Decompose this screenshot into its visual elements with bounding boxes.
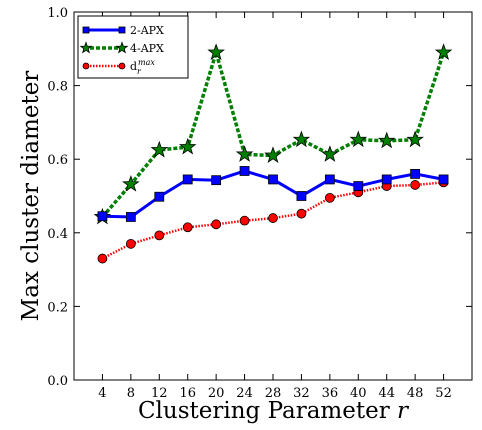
- data-point: [438, 174, 449, 185]
- data-point: [154, 230, 165, 241]
- x-axis-label-variable: r: [397, 398, 410, 424]
- series-1: [97, 166, 449, 222]
- legend-swatch-marker: [115, 41, 129, 54]
- legend-swatch-marker: [118, 26, 126, 34]
- data-point: [182, 222, 193, 233]
- data-point: [434, 43, 453, 60]
- data-point: [353, 181, 364, 191]
- legend-swatch-marker: [82, 62, 90, 70]
- x-tick-label: 4: [98, 386, 106, 401]
- y-tick-label: 0.8: [47, 80, 68, 95]
- data-point: [125, 212, 136, 222]
- legend-label: 2-APX: [130, 24, 164, 37]
- data-point: [410, 169, 421, 179]
- data-point: [377, 131, 396, 149]
- x-tick-label: 12: [151, 386, 168, 401]
- series-3: [97, 177, 449, 264]
- x-tick-label: 52: [435, 386, 452, 401]
- data-point: [182, 174, 193, 185]
- y-tick-label: 0.4: [47, 227, 68, 242]
- y-tick-label: 0.6: [47, 153, 68, 168]
- x-tick-label: 32: [293, 386, 310, 401]
- x-tick-label: 36: [322, 386, 339, 401]
- legend-label-subscript: r: [137, 67, 142, 76]
- data-point: [125, 238, 136, 249]
- x-tick-label: 8: [127, 386, 135, 401]
- x-tick-label: 44: [378, 386, 395, 401]
- legend-label: 4-APX: [130, 42, 164, 55]
- data-point: [97, 211, 108, 222]
- legend-item: 4-APX: [79, 41, 164, 55]
- y-tick-label: 0.0: [47, 374, 68, 389]
- legend-swatch-marker: [82, 26, 90, 34]
- data-point: [381, 174, 392, 185]
- data-point: [324, 174, 335, 185]
- data-point: [154, 191, 165, 202]
- axis-ticks: 4 8 12 16 20 24 28 32 36 40 44 48 520.00.20.40.60.81…: [47, 6, 472, 401]
- x-tick-label: 16: [179, 386, 196, 401]
- legend-swatch-marker: [79, 41, 93, 54]
- data-point: [207, 43, 225, 60]
- data-point: [150, 140, 169, 158]
- x-tick-label: 20: [208, 386, 225, 401]
- y-tick-label: 1.0: [47, 6, 68, 21]
- data-point: [211, 175, 222, 186]
- data-point: [97, 253, 108, 264]
- x-tick-label: 24: [236, 386, 253, 401]
- data-point: [296, 191, 307, 201]
- data-point: [178, 137, 197, 155]
- x-axis-label: Clustering Parameter r: [138, 398, 410, 424]
- data-point: [349, 130, 368, 148]
- data-point: [235, 145, 254, 162]
- x-tick-label: 28: [265, 386, 282, 401]
- data-point: [324, 192, 335, 203]
- legend-label: d: [130, 60, 137, 73]
- data-point: [122, 175, 140, 192]
- data-point: [296, 208, 307, 219]
- data-point: [211, 219, 222, 230]
- legend-swatch-marker: [118, 62, 126, 70]
- data-point: [239, 166, 250, 176]
- data-point: [292, 130, 311, 148]
- legend-item: 2-APX: [82, 24, 164, 37]
- x-tick-label: 48: [407, 386, 424, 401]
- data-point: [410, 180, 421, 190]
- plot-area: [93, 43, 453, 264]
- data-point: [406, 130, 424, 148]
- legend-label-superscript: max: [138, 58, 155, 67]
- y-axis-label: Max cluster diameter: [18, 71, 44, 322]
- data-point: [268, 174, 278, 185]
- data-point: [264, 146, 282, 163]
- x-tick-label: 40: [350, 386, 367, 401]
- data-point: [321, 145, 339, 162]
- data-point: [239, 215, 250, 226]
- y-tick-label: 0.2: [47, 300, 68, 315]
- series-2: [93, 43, 453, 225]
- data-point: [268, 213, 278, 223]
